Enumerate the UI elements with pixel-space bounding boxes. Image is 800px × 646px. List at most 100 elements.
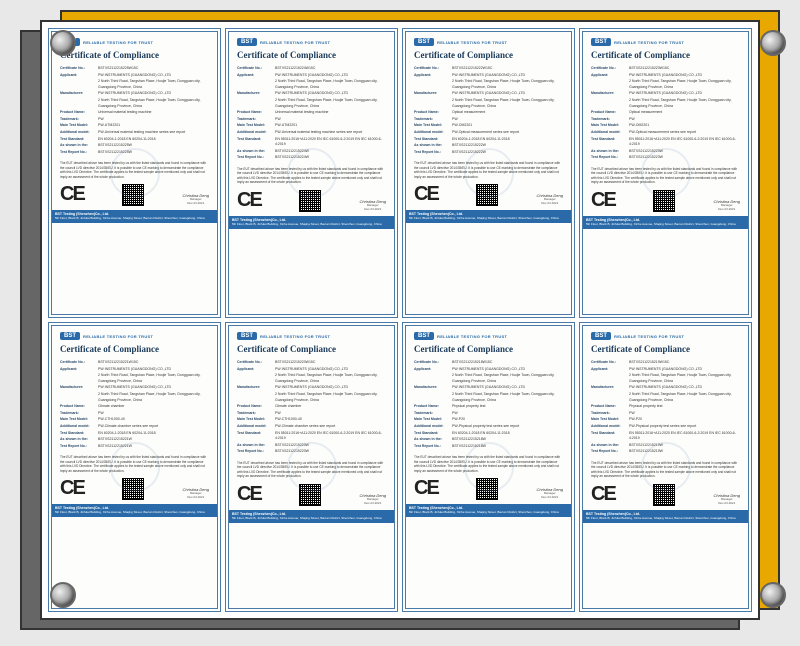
label-trademark: Trademark:: [237, 117, 275, 123]
val-model: PW-UTM2201: [275, 123, 386, 129]
val-std: EN 60204-1:2018 EN 60204-11:2018: [98, 137, 209, 143]
label-applicant: Applicant:: [237, 367, 275, 373]
val-std: EN 55011:2016+A11:2020 EN IEC 61000-6-2:…: [275, 137, 386, 148]
certificate-card: BST RELIABLE TESTING FOR TRUST Certifica…: [579, 322, 752, 612]
certificate-title: Certificate of Compliance: [237, 50, 386, 60]
label-shown: As shown in the:: [60, 143, 98, 149]
label-manufacturer: Manufacturer:: [237, 385, 275, 391]
val-applicant: PW INSTRUMENTS (GUANGDONG) CO.,LTD: [275, 367, 386, 373]
label-certno: Certificate No.:: [237, 66, 275, 72]
label-report: Test Report No.:: [414, 444, 452, 450]
val-product: Physical property test: [452, 404, 563, 410]
ce-mark: CE: [60, 183, 84, 206]
footer: BST Testing (Shenzhen)Co., Ltd. 5th Floo…: [583, 216, 748, 229]
ce-mark: CE: [414, 477, 438, 500]
label-trademark: Trademark:: [591, 411, 629, 417]
certificate-card: BST RELIABLE TESTING FOR TRUST Certifica…: [225, 28, 398, 318]
ce-mark: CE: [60, 477, 84, 500]
val-certno: BSTXS2112215221W15C: [98, 360, 209, 366]
footer-addr: 5th Floor, Block B, Jinfulai Building, X…: [409, 216, 559, 220]
qr-code-icon: [299, 484, 321, 506]
val-applicant-addr: 2 North Third Road, Tangshan Place, Houj…: [452, 79, 563, 90]
certificate-stack: BST RELIABLE TESTING FOR TRUST Certifica…: [0, 0, 800, 646]
bottom-row: CE Christina Deng Manager Dec.23.2021: [591, 483, 740, 506]
val-trademark: PW: [452, 411, 563, 417]
val-trademark: PW: [452, 117, 563, 123]
bst-tagline: RELIABLE TESTING FOR TRUST: [83, 40, 153, 45]
val-addmodel: PW-Universal material testing machine se…: [275, 130, 386, 136]
sig-date: Dec.23.2021: [537, 202, 563, 206]
val-certno: BSTXS2112215218W15C: [452, 360, 563, 366]
label-model: Main Test Model:: [591, 123, 629, 129]
val-report: BSTXS2112215218W: [452, 444, 563, 450]
label-model: Main Test Model:: [591, 417, 629, 423]
footer-addr: 5th Floor, Block B, Jinfulai Building, X…: [55, 510, 205, 514]
bst-logo: BST: [591, 38, 611, 46]
label-applicant: Applicant:: [60, 367, 98, 373]
label-addmodel: Additional model:: [237, 424, 275, 430]
bst-logo: BST: [414, 38, 434, 46]
label-product: Product Name:: [591, 404, 629, 410]
label-manufacturer: Manufacturer:: [414, 385, 452, 391]
bst-logo: BST: [237, 332, 257, 340]
label-report: Test Report No.:: [60, 444, 98, 450]
val-std: EN 60204-1:2018 EN 60204-11:2018: [98, 431, 209, 437]
qr-code-icon: [653, 190, 675, 212]
label-addmodel: Additional model:: [591, 130, 629, 136]
signature-block: Christina Deng Manager Dec.23.2021: [183, 193, 209, 206]
label-applicant: Applicant:: [60, 73, 98, 79]
val-std: EN 60204-1:2018 EN 60204-11:2018: [452, 431, 563, 437]
val-addmodel: PW-Climate chamber series see report: [98, 424, 209, 430]
ce-mark: CE: [591, 189, 615, 212]
field-block: Certificate No.:BSTXS2112215224W15C Appl…: [237, 66, 386, 161]
val-shown: BSTXS2112215222W: [452, 143, 563, 149]
val-manufacturer-addr: 2 North Third Road, Tangshan Place, Houj…: [275, 392, 386, 403]
ce-mark: CE: [237, 483, 261, 506]
label-manufacturer: Manufacturer:: [414, 91, 452, 97]
bst-header: BST RELIABLE TESTING FOR TRUST: [60, 38, 209, 46]
label-addmodel: Additional model:: [60, 130, 98, 136]
footer-addr: 5th Floor, Block B, Jinfulai Building, X…: [586, 222, 736, 226]
label-addmodel: Additional model:: [237, 130, 275, 136]
val-applicant: PW INSTRUMENTS (GUANGDONG) CO.,LTD: [452, 73, 563, 79]
val-addmodel: PW-Climate chamber series see report: [275, 424, 386, 430]
val-applicant: PW INSTRUMENTS (GUANGDONG) CO.,LTD: [629, 367, 740, 373]
signature-block: Christina Deng Manager Dec.23.2021: [537, 193, 563, 206]
sig-date: Dec.23.2021: [183, 202, 209, 206]
signature-block: Christina Deng Manager Dec.23.2021: [714, 199, 740, 212]
footer: BST Testing (Shenzhen)Co., Ltd. 5th Floo…: [229, 216, 394, 229]
label-addmodel: Additional model:: [60, 424, 98, 430]
bst-header: BST RELIABLE TESTING FOR TRUST: [237, 332, 386, 340]
val-shown: BSTXS2112215223W: [629, 149, 740, 155]
sig-date: Dec.23.2021: [360, 208, 386, 212]
label-shown: As shown in the:: [591, 443, 629, 449]
bst-header: BST RELIABLE TESTING FOR TRUST: [591, 38, 740, 46]
val-manufacturer: PW INSTRUMENTS (GUANGDONG) CO.,LTD: [629, 385, 740, 391]
label-applicant: Applicant:: [237, 73, 275, 79]
qr-code-icon: [299, 190, 321, 212]
label-certno: Certificate No.:: [414, 360, 452, 366]
val-product: Climate chamber: [275, 404, 386, 410]
label-trademark: Trademark:: [414, 117, 452, 123]
label-std: Test Standard:: [60, 137, 98, 143]
val-addmodel: PW-Optical measurement series see report: [452, 130, 563, 136]
bst-tagline: RELIABLE TESTING FOR TRUST: [260, 40, 330, 45]
bst-logo: BST: [237, 38, 257, 46]
ce-mark: CE: [414, 183, 438, 206]
val-report: BSTXS2112215219W: [629, 449, 740, 455]
footer: BST Testing (Shenzhen)Co., Ltd. 5th Floo…: [406, 210, 571, 223]
val-model: PW-P20: [629, 417, 740, 423]
label-manufacturer: Manufacturer:: [591, 385, 629, 391]
label-manufacturer: Manufacturer:: [237, 91, 275, 97]
bst-header: BST RELIABLE TESTING FOR TRUST: [414, 38, 563, 46]
val-certno: BSTXS2112215222W15C: [452, 66, 563, 72]
val-trademark: PW: [98, 411, 209, 417]
val-report: BSTXS2112215221W: [98, 444, 209, 450]
label-product: Product Name:: [414, 404, 452, 410]
val-applicant: PW INSTRUMENTS (GUANGDONG) CO.,LTD: [452, 367, 563, 373]
label-std: Test Standard:: [237, 431, 275, 442]
certificate-title: Certificate of Compliance: [591, 50, 740, 60]
val-product: Universal material testing machine: [98, 110, 209, 116]
val-report: BSTXS2112215220W: [275, 449, 386, 455]
val-shown: BSTXS2112215220W: [275, 443, 386, 449]
